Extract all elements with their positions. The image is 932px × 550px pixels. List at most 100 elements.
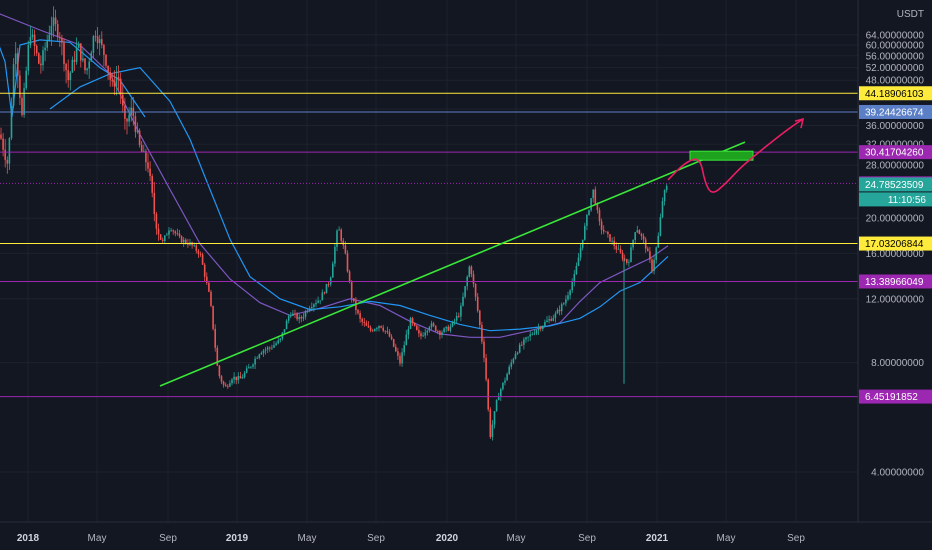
time-axis[interactable]: 2018 May Sep 2019 May Sep 2020 May Sep 2021 May Sep	[0, 521, 932, 550]
candle-body	[50, 25, 53, 35]
candle-body	[472, 274, 475, 284]
candle-body	[241, 377, 244, 379]
candle-body	[23, 88, 25, 115]
candle-body	[166, 234, 168, 236]
candle-body	[374, 329, 376, 331]
candle-body	[233, 376, 235, 380]
price-level-label: 44.18906103	[865, 89, 924, 100]
candle-body	[420, 333, 422, 337]
candle-body	[258, 354, 261, 358]
candle-body	[577, 257, 580, 267]
candle-body	[308, 308, 311, 312]
candle-body	[82, 58, 84, 61]
candle-body	[77, 43, 80, 48]
target-zone-box[interactable]	[689, 150, 754, 161]
candle-body	[338, 229, 340, 231]
candle-body	[178, 233, 181, 237]
candle-body	[353, 298, 355, 302]
candle-body	[75, 47, 78, 62]
candle-body	[647, 248, 649, 252]
candle-body	[619, 248, 622, 253]
candle-body	[529, 334, 531, 337]
candle-body	[231, 379, 233, 384]
candle-body	[495, 400, 498, 412]
candle-body	[285, 320, 288, 330]
candle-body	[86, 68, 88, 71]
candle-body	[48, 34, 51, 41]
candle-body	[201, 254, 204, 265]
candle-body	[336, 230, 338, 247]
candle-body	[8, 138, 11, 164]
x-tick-label: Sep	[159, 533, 177, 544]
candle-body	[422, 335, 424, 337]
x-tick-label: May	[88, 533, 107, 544]
candle-body	[107, 65, 109, 73]
candle-body	[588, 210, 590, 216]
candle-body	[182, 239, 185, 243]
candle-body	[441, 332, 443, 335]
candle-body	[325, 283, 328, 294]
candle-body	[195, 245, 198, 251]
x-tick-label: 2019	[226, 533, 249, 544]
candle-body	[256, 357, 258, 359]
candle-body	[537, 327, 540, 331]
candle-body	[317, 300, 319, 303]
candle-body	[103, 44, 105, 55]
candle-body	[155, 213, 158, 229]
candle-body	[605, 231, 607, 233]
candle-body	[365, 323, 368, 326]
candle-body	[397, 351, 399, 356]
candle-body	[455, 315, 458, 321]
candle-body	[101, 39, 103, 45]
candle-body	[504, 380, 506, 383]
trendline[interactable]	[159, 141, 746, 387]
candle-body	[592, 189, 594, 199]
candle-body	[170, 230, 172, 232]
candle-body	[243, 372, 246, 378]
candle-body	[147, 162, 149, 169]
candle-body	[510, 362, 513, 367]
price-axis[interactable]: USDT 64.0000000060.0000000056.0000000052…	[857, 0, 932, 522]
candle-body	[344, 245, 347, 254]
candle-body	[479, 310, 481, 326]
candle-body	[117, 77, 120, 79]
candle-body	[0, 134, 2, 139]
candle-body	[506, 373, 508, 381]
candle-body	[518, 344, 521, 353]
candle-body	[653, 259, 655, 271]
candle-body	[607, 231, 609, 235]
x-tick-label: May	[507, 533, 526, 544]
candle-body	[136, 130, 139, 132]
x-tick-label: May	[717, 533, 736, 544]
candle-body	[10, 105, 13, 139]
candle-body	[451, 321, 454, 327]
candle-body	[651, 259, 653, 271]
candle-body	[521, 344, 523, 346]
candle-body	[497, 396, 500, 401]
candle-body	[71, 59, 74, 73]
candle-body	[565, 299, 567, 304]
price-level-label: 17.03206844	[865, 239, 924, 250]
candle-body	[38, 53, 40, 64]
projection-path[interactable]	[667, 118, 804, 193]
drawings[interactable]	[159, 118, 805, 387]
candle-body	[327, 283, 330, 285]
countdown-badge	[859, 192, 932, 207]
candle-body	[432, 323, 435, 326]
candle-body	[222, 381, 225, 385]
candle-body	[567, 295, 569, 300]
candle-body	[434, 325, 437, 331]
candle-body	[615, 246, 618, 250]
candle-body	[212, 305, 214, 329]
candle-body	[292, 313, 294, 316]
candle-body	[449, 326, 452, 331]
candle-body	[126, 118, 128, 122]
candle-body	[586, 215, 588, 226]
candle-body	[357, 310, 359, 314]
candle-body	[80, 43, 82, 61]
candle-body	[248, 367, 250, 369]
horizontal-levels[interactable]	[0, 92, 858, 398]
candle-body	[151, 176, 153, 193]
candle-body	[550, 319, 552, 321]
